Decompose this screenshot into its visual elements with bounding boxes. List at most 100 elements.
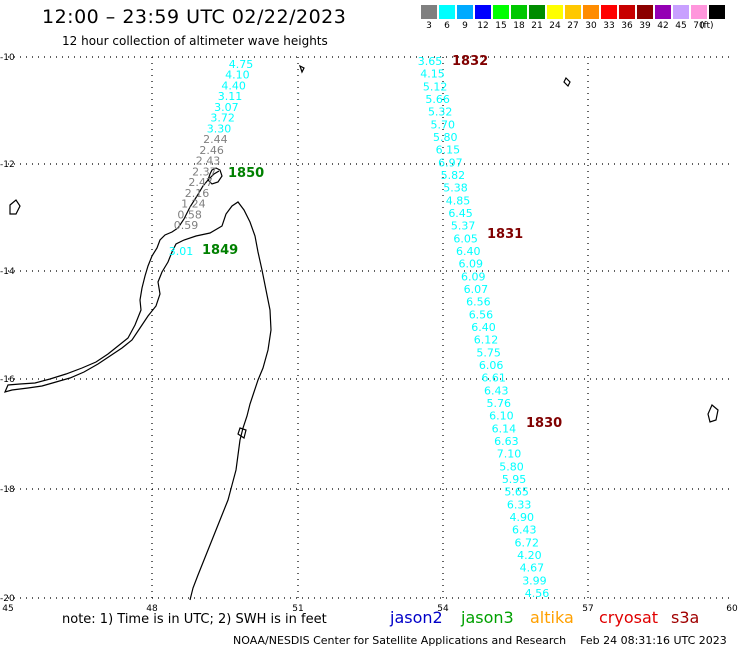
legend-swatch — [475, 5, 491, 19]
satellite-name: s3a — [671, 608, 700, 627]
altimeter-tracks: 4.754.104.403.113.073.723.302.442.462.43… — [169, 54, 562, 600]
satellite-name: jason3 — [461, 608, 514, 627]
legend-label: 18 — [513, 21, 525, 31]
legend-label: 30 — [585, 21, 597, 31]
swh-value: 5.66 — [425, 93, 450, 106]
legend-swatch — [637, 5, 653, 19]
legend-swatch — [547, 5, 563, 19]
swh-value: 5.38 — [443, 182, 468, 195]
latitude-label: -14 — [0, 267, 15, 277]
swh-value: 6.72 — [515, 536, 540, 549]
legend-label: 24 — [549, 21, 561, 31]
island-east — [707, 404, 719, 423]
swh-value: 4.67 — [520, 562, 545, 575]
swh-value: 3.65 — [418, 55, 443, 68]
pass-time-label: 1831 — [487, 227, 523, 242]
latitude-label: -12 — [0, 160, 15, 170]
longitude-label: 51 — [292, 604, 303, 614]
legend-label: 39 — [639, 21, 651, 31]
swh-value: 3.30 — [207, 122, 232, 135]
legend-swatch — [565, 5, 581, 19]
swh-value: 6.61 — [481, 372, 506, 385]
latitude-label: -18 — [0, 485, 15, 495]
legend-swatch — [583, 5, 599, 19]
swh-value: 5.95 — [502, 473, 527, 486]
swh-value: 2.47 — [188, 176, 213, 189]
swh-value: 6.09 — [459, 258, 484, 271]
swh-value: 4.40 — [221, 79, 246, 92]
legend-label: 9 — [462, 21, 468, 31]
swh-value: 6.05 — [453, 232, 478, 245]
swh-value: 6.14 — [492, 422, 517, 435]
legend-swatch — [421, 5, 437, 19]
legend-label: 45 — [675, 21, 687, 31]
legend-unit: (ft) — [700, 21, 714, 31]
swh-value: 4.85 — [446, 194, 471, 207]
swh-value: 2.37 — [192, 165, 217, 178]
legend-swatch — [511, 5, 527, 19]
swh-value: 1.24 — [181, 198, 206, 211]
swh-value: 6.07 — [464, 283, 489, 296]
legend-label: 15 — [495, 21, 507, 31]
latitude-label: -20 — [0, 594, 15, 604]
credit-line: NOAA/NESDIS Center for Satellite Applica… — [233, 634, 727, 647]
island-north — [563, 76, 571, 88]
swh-value: 4.75 — [229, 58, 254, 71]
swh-value: 2.46 — [199, 144, 224, 157]
coastline — [3, 64, 719, 601]
longitude-label: 60 — [726, 604, 738, 614]
swh-value: 5.80 — [499, 460, 524, 473]
lat-lon-grid — [8, 56, 732, 599]
legend-swatch — [619, 5, 635, 19]
swh-value: 4.90 — [509, 511, 534, 524]
latitude-label: -16 — [0, 375, 15, 385]
swh-value: 6.33 — [507, 498, 532, 511]
legend-label: 36 — [621, 21, 633, 31]
longitude-label: 45 — [2, 604, 13, 614]
legend-swatch — [601, 5, 617, 19]
map-subtitle: 12 hour collection of altimeter wave hei… — [62, 34, 328, 48]
swh-value: 5.80 — [433, 131, 458, 144]
swh-value: 6.56 — [469, 308, 494, 321]
swh-value: 2.16 — [185, 187, 210, 200]
swh-value: 6.40 — [471, 321, 496, 334]
swh-value: 6.15 — [436, 144, 461, 157]
island-small-b — [237, 427, 247, 439]
swh-value: 5.37 — [451, 220, 476, 233]
swh-value: 2.43 — [196, 155, 221, 168]
swh-value: 5.70 — [430, 118, 455, 131]
latitude-label: -10 — [0, 53, 15, 63]
swh-value: 6.63 — [494, 435, 519, 448]
longitude-label: 48 — [146, 604, 158, 614]
legend-swatch — [709, 5, 725, 19]
swh-value: 5.12 — [423, 80, 448, 93]
legend-label: 21 — [531, 21, 543, 31]
pass-time-label: 1850 — [228, 166, 264, 181]
legend-label: 42 — [657, 21, 669, 31]
swh-value: 6.45 — [448, 207, 473, 220]
map-title: 12:00 – 23:59 UTC 02/22/2023 — [42, 6, 347, 28]
swh-value: 4.10 — [225, 69, 250, 82]
swh-value: 2.44 — [203, 133, 228, 146]
swh-value: 5.76 — [487, 397, 512, 410]
longitude-label: 57 — [582, 604, 593, 614]
swh-value: 3.07 — [214, 101, 239, 114]
swh-value: 3.01 — [169, 245, 194, 258]
swh-value: 5.75 — [476, 346, 501, 359]
legend-swatch — [457, 5, 473, 19]
swh-value: 4.15 — [420, 68, 445, 81]
island-west — [9, 199, 21, 215]
swh-value: 7.10 — [497, 448, 522, 461]
legend-label: 70 — [693, 21, 705, 31]
pass-time-label: 1832 — [452, 54, 488, 69]
longitude-label: 54 — [437, 604, 449, 614]
swh-value: 6.40 — [456, 245, 481, 258]
swh-value: 6.06 — [479, 359, 504, 372]
northern-tip — [207, 167, 223, 185]
legend-swatch — [691, 5, 707, 19]
satellite-name: altika — [530, 608, 574, 627]
legend-swatch — [655, 5, 671, 19]
satellite-name: cryosat — [599, 608, 659, 627]
